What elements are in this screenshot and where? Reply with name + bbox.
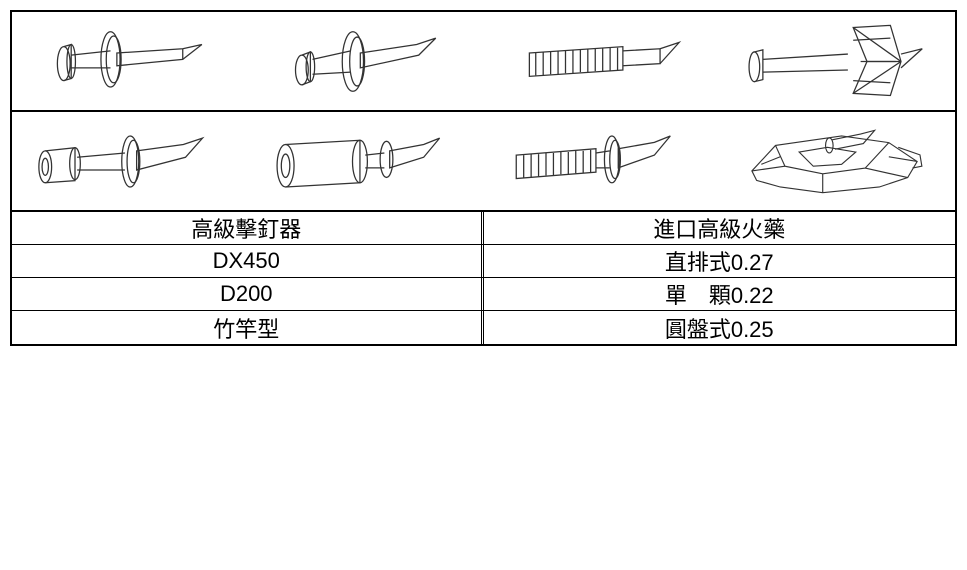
image-cell: [248, 112, 484, 210]
clip-fastener-icon: [733, 119, 941, 204]
data-row: 竹竿型 圓盤式0.25: [12, 311, 955, 344]
image-cell: [12, 112, 248, 210]
cell-right: 圓盤式0.25: [484, 311, 956, 344]
cell-left: D200: [12, 278, 484, 310]
product-table: 高級擊釘器 進口高級火藥 DX450 直排式0.27 D200 單 顆0.22 …: [10, 10, 957, 346]
nail-socket-icon: [24, 119, 237, 204]
image-cell: [719, 12, 955, 110]
data-row: D200 單 顆0.22: [12, 278, 955, 311]
image-cell: [484, 112, 720, 210]
cell-right: 直排式0.27: [484, 245, 956, 277]
nail-sleeve-icon: [259, 119, 472, 204]
data-row: DX450 直排式0.27: [12, 245, 955, 278]
threaded-washer-icon: [495, 119, 708, 204]
threaded-stud-icon: [506, 19, 697, 104]
nail-washer-icon: [34, 19, 225, 104]
header-row: 高級擊釘器 進口高級火藥: [12, 212, 955, 245]
image-cell: [12, 12, 248, 110]
image-cell: [484, 12, 720, 110]
image-cell: [248, 12, 484, 110]
header-right: 進口高級火藥: [484, 212, 956, 244]
header-left: 高級擊釘器: [12, 212, 484, 244]
cell-right: 單 顆0.22: [484, 278, 956, 310]
nail-washer-icon: [270, 19, 461, 104]
cell-left: DX450: [12, 245, 484, 277]
nail-fins-icon: [731, 19, 944, 104]
image-row-2: [12, 112, 955, 212]
cell-left: 竹竿型: [12, 311, 484, 344]
image-row-1: [12, 12, 955, 112]
image-cell: [719, 112, 955, 210]
